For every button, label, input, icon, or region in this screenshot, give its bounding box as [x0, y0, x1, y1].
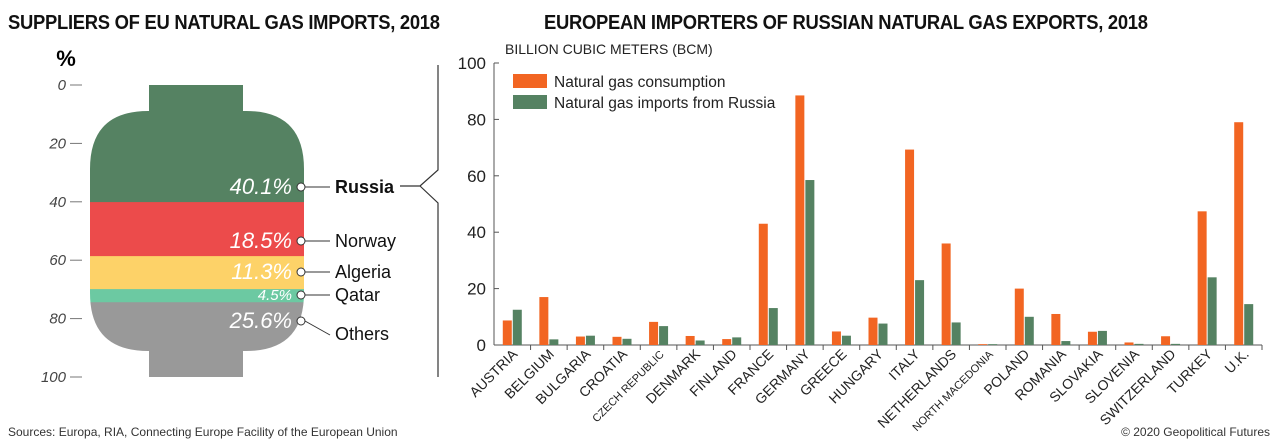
russia-import-bar-poland: [1024, 316, 1034, 345]
russia-bracket: [400, 65, 439, 377]
leader-dot: [296, 182, 306, 192]
consumption-bar-romania: [1051, 313, 1061, 345]
supplier-value-label: 4.5%: [258, 287, 292, 304]
left-y-tick-label: 60: [49, 252, 66, 269]
leader-dot: [296, 236, 306, 246]
consumption-bar-czech-republic: [649, 321, 659, 345]
left-y-axis-label: %: [56, 46, 76, 71]
russia-import-bar-hungary: [878, 323, 888, 345]
legend-label: Natural gas consumption: [554, 74, 725, 91]
supplier-segment-qatar: [90, 289, 304, 304]
supplier-label-russia: Russia: [335, 177, 395, 197]
consumption-bar-north-macedonia: [978, 344, 988, 345]
consumption-bar-france: [758, 223, 768, 345]
russia-import-bar-belgium: [549, 339, 559, 345]
left-y-tick-label: 40: [49, 194, 66, 211]
russia-import-bar-greece: [841, 335, 851, 345]
consumption-bar-denmark: [685, 335, 695, 345]
supplier-value-label: 18.5%: [230, 228, 292, 253]
consumption-bar-slovenia: [1124, 342, 1134, 345]
left-y-tick-label: 80: [49, 311, 66, 328]
supplier-label-norway: Norway: [335, 231, 396, 251]
copyright-note: © 2020 Geopolitical Futures: [1121, 425, 1270, 439]
consumption-bar-poland: [1014, 288, 1024, 345]
supplier-value-label: 25.6%: [229, 308, 292, 333]
consumption-bar-belgium: [539, 297, 549, 345]
consumption-bar-italy: [905, 149, 915, 345]
right-y-tick-label: 20: [467, 280, 486, 299]
right-y-tick-label: 0: [477, 336, 486, 355]
right-y-axis-label: BILLION CUBIC METERS (BCM): [505, 41, 713, 57]
left-y-tick-label: 100: [41, 369, 67, 386]
russia-import-bar-austria: [512, 309, 522, 345]
supplier-label-qatar: Qatar: [335, 285, 380, 305]
consumption-bar-u-k-: [1234, 122, 1244, 345]
russia-import-bar-germany: [805, 180, 815, 345]
supplier-segment-norway: [90, 202, 304, 258]
right-y-tick-label: 40: [467, 223, 486, 242]
consumption-bar-bulgaria: [575, 336, 585, 345]
consumption-bar-finland: [722, 339, 732, 345]
russia-import-bar-north-macedonia: [988, 344, 998, 345]
russia-import-bar-bulgaria: [585, 335, 595, 345]
russia-import-bar-finland: [732, 337, 742, 345]
supplier-value-label: 40.1%: [230, 174, 292, 199]
russia-import-bar-czech-republic: [659, 326, 669, 345]
supplier-label-algeria: Algeria: [335, 262, 392, 282]
right-y-tick-label: 80: [467, 110, 486, 129]
consumption-bar-hungary: [868, 317, 878, 345]
consumption-bar-slovakia: [1087, 331, 1097, 345]
russia-import-bar-slovakia: [1097, 330, 1107, 345]
russia-import-bar-italy: [915, 280, 925, 345]
russia-import-bar-switzerland: [1171, 343, 1181, 345]
right-y-tick-label: 100: [458, 54, 486, 73]
consumption-bar-germany: [795, 95, 805, 346]
russia-import-bar-turkey: [1207, 277, 1217, 345]
russia-import-bar-u-k-: [1244, 304, 1254, 345]
leader-line: [304, 320, 331, 336]
consumption-bar-croatia: [612, 336, 622, 345]
consumption-bar-austria: [502, 320, 512, 345]
legend-swatch: [513, 74, 547, 88]
russia-import-bar-slovenia: [1134, 343, 1144, 345]
consumption-bar-netherlands: [941, 243, 951, 345]
supplier-segment-algeria: [90, 256, 304, 291]
right-y-tick-label: 60: [467, 167, 486, 186]
legend-label: Natural gas imports from Russia: [554, 95, 776, 112]
consumption-bar-greece: [831, 331, 841, 345]
leader-dot: [296, 316, 306, 326]
right-x-tick-label: U.K.: [1221, 346, 1252, 377]
consumption-bar-switzerland: [1161, 336, 1171, 345]
legend-swatch: [513, 95, 547, 109]
left-chart-title: SUPPLIERS OF EU NATURAL GAS IMPORTS, 201…: [8, 12, 440, 34]
supplier-value-label: 11.3%: [231, 259, 292, 284]
russia-import-bar-france: [768, 308, 778, 345]
right-chart-title: EUROPEAN IMPORTERS OF RUSSIAN NATURAL GA…: [544, 12, 1148, 34]
russia-import-bar-croatia: [622, 338, 632, 345]
leader-dot: [296, 290, 306, 300]
supplier-label-others: Others: [335, 324, 389, 344]
russia-import-bar-romania: [1061, 341, 1071, 345]
russia-import-bar-netherlands: [951, 322, 961, 345]
left-y-tick-label: 20: [48, 135, 66, 152]
russia-import-bar-denmark: [695, 340, 705, 345]
sources-note: Sources: Europa, RIA, Connecting Europe …: [8, 425, 398, 439]
leader-dot: [296, 267, 306, 277]
consumption-bar-turkey: [1197, 211, 1207, 345]
left-y-tick-label: 0: [58, 77, 67, 94]
